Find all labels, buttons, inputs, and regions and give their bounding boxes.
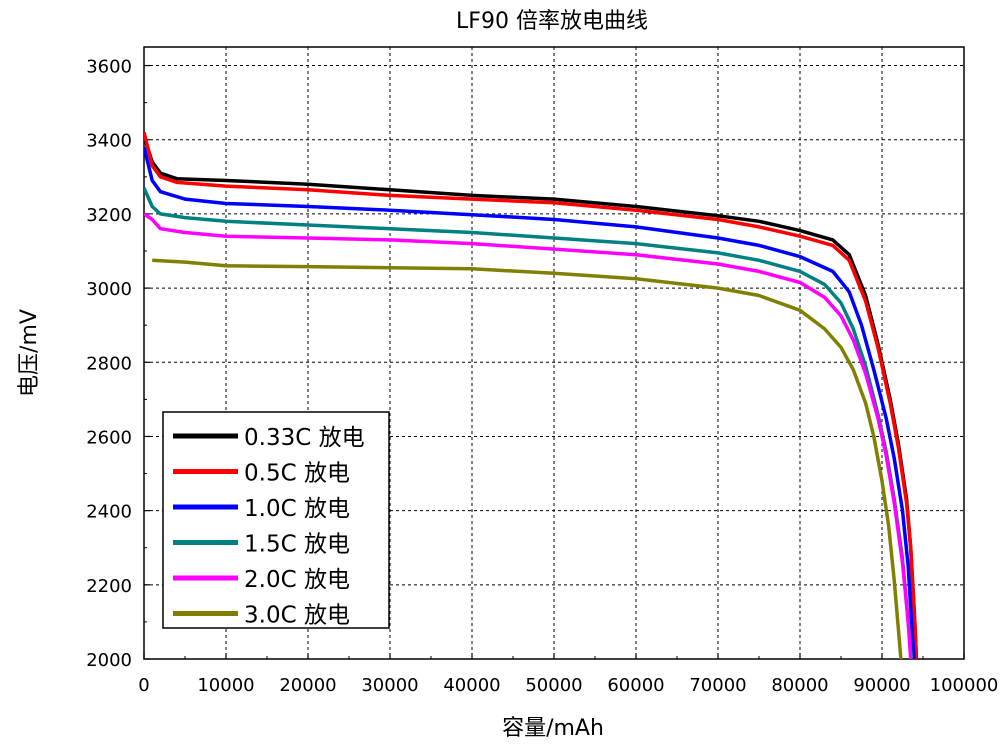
- series-line-1: [144, 131, 919, 659]
- y-tick-label: 3200: [86, 205, 132, 226]
- legend-label-2: 1.0C 放电: [244, 496, 350, 522]
- chart-title: LF90 倍率放电曲线: [456, 9, 648, 34]
- x-axis-label: 容量/mAh: [502, 716, 604, 741]
- y-tick-label: 2600: [86, 427, 132, 448]
- legend-label-5: 3.0C 放电: [244, 603, 350, 629]
- y-tick-label: 2200: [86, 576, 132, 597]
- legend-label-4: 2.0C 放电: [244, 567, 350, 593]
- x-tick-label: 40000: [443, 675, 500, 696]
- series-line-4: [144, 212, 913, 659]
- x-tick-label: 10000: [197, 675, 254, 696]
- x-tick-label: 0: [138, 675, 149, 696]
- series-line-5: [152, 258, 903, 659]
- x-tick-label: 50000: [525, 675, 582, 696]
- y-tick-label: 2400: [86, 502, 132, 523]
- x-axis-ticks: 0 10000 20000 30000 40000 50000 60000 70000 8000…: [138, 653, 998, 696]
- y-axis-label: 电压/mV: [17, 309, 42, 397]
- x-tick-label: 70000: [689, 675, 746, 696]
- y-tick-label: 3000: [86, 279, 132, 300]
- x-tick-label: 60000: [607, 675, 664, 696]
- x-tick-label: 30000: [361, 675, 418, 696]
- y-tick-label: 3600: [86, 57, 132, 78]
- y-tick-label: 2800: [86, 353, 132, 374]
- series-lines: [144, 131, 919, 659]
- x-tick-label: 20000: [279, 675, 336, 696]
- y-tick-label: 3400: [86, 131, 132, 152]
- legend: 0.33C 放电 0.5C 放电 1.0C 放电 1.5C 放电 2.0C 放电 3.0C…: [162, 411, 390, 629]
- x-tick-label: 90000: [853, 675, 910, 696]
- series-line-2: [144, 146, 916, 659]
- y-axis-ticks: 2000 2200 2400 2600 2800 3000 3200 3400 3600: [86, 57, 150, 671]
- x-tick-label: 80000: [771, 675, 828, 696]
- legend-label-1: 0.5C 放电: [244, 461, 350, 487]
- grid-lines: [144, 47, 964, 659]
- legend-label-3: 1.5C 放电: [244, 532, 350, 558]
- x-tick-label: 100000: [930, 675, 999, 696]
- legend-label-0: 0.33C 放电: [244, 425, 365, 451]
- legend-box: [162, 411, 390, 629]
- y-tick-label: 2000: [86, 650, 132, 671]
